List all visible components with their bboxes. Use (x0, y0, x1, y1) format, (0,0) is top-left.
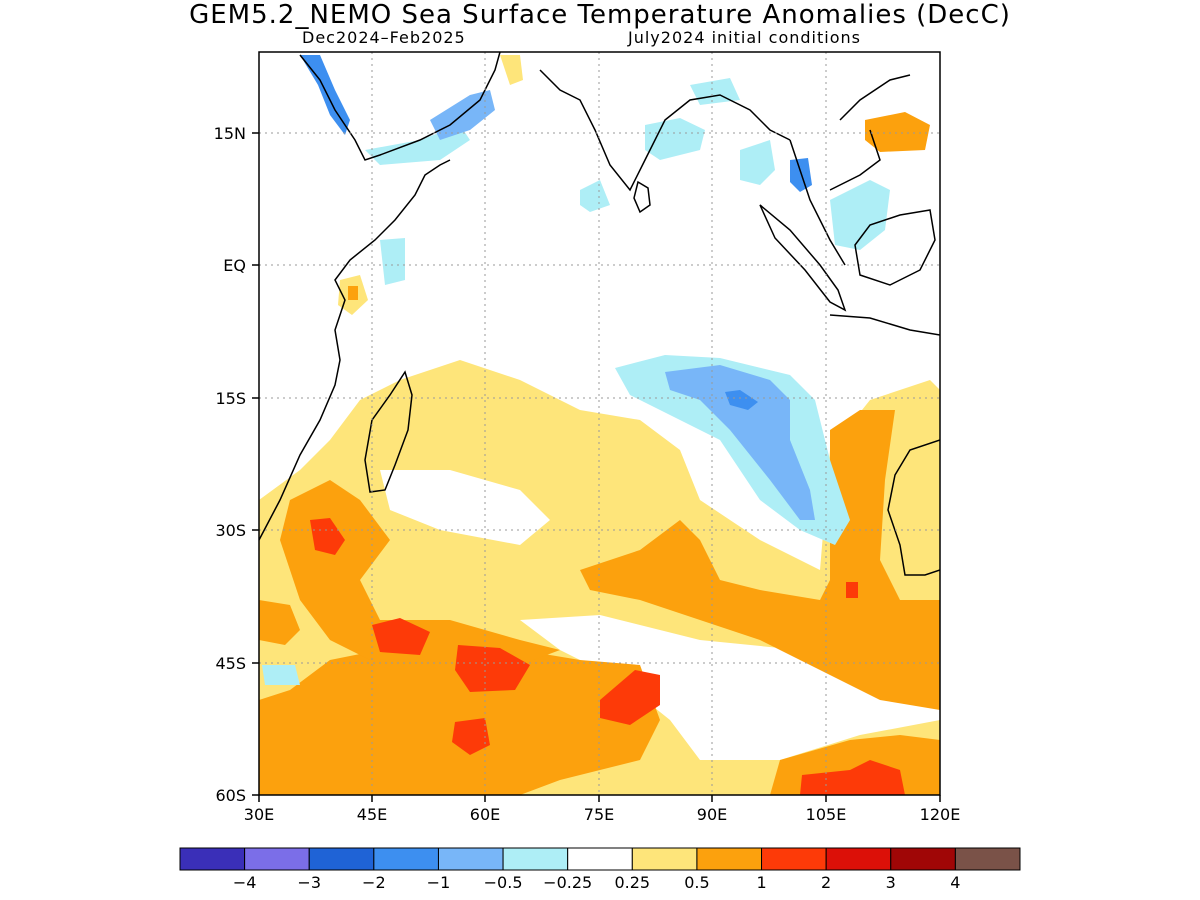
anomaly-region-warm-moderate (348, 286, 358, 300)
graticule (259, 52, 940, 795)
colorbar-swatch (890, 847, 956, 871)
lon-label-30e: 30E (244, 805, 274, 824)
lon-label-75e: 75E (584, 805, 614, 824)
coastline-madagascar (364, 370, 413, 493)
anomaly-region-warm-moderate (580, 410, 940, 710)
lat-label-60s: 60S (215, 786, 246, 805)
anomaly-region-neutral (380, 470, 550, 545)
colorbar-swatch (502, 847, 569, 871)
lat-label-15n: 15N (214, 124, 246, 143)
lon-label-60e: 60E (470, 805, 500, 824)
map-title: GEM5.2_NEMO Sea Surface Temperature Anom… (189, 0, 1011, 30)
coastline-australia (887, 439, 940, 576)
anomaly-region-warm-strong (600, 670, 660, 725)
anomaly-region-warm-moderate (259, 600, 300, 645)
anomaly-region-cool-slight (830, 180, 890, 250)
colorbar-label: −1 (427, 873, 451, 892)
colorbar-swatch (179, 847, 246, 871)
anomaly-region-neutral (520, 615, 940, 760)
anomaly-region-cool-slight (380, 238, 405, 285)
coastline-borneo-java (829, 209, 940, 336)
colorbar-label: −0.5 (484, 873, 523, 892)
anomaly-region-warm-strong (846, 582, 858, 598)
colorbar-swatch (373, 847, 439, 871)
colorbar-label: 0.25 (614, 873, 650, 892)
anomaly-region-warm-light (500, 55, 523, 85)
anomaly-region-cool-slight (262, 665, 300, 685)
colorbar-label: −0.25 (543, 873, 592, 892)
colorbar-label: 1 (756, 873, 766, 892)
colorbar-label: 2 (821, 873, 831, 892)
lat-label-15s: 15S (215, 389, 246, 408)
colorbar-swatch (437, 847, 504, 871)
colorbar: −4 −3 −2 −1 −0.5 −0.25 0.25 0.5 1 2 3 4 (179, 847, 1021, 892)
anomaly-region-cool (725, 390, 758, 410)
initial-conditions: July2024 initial conditions (628, 28, 861, 47)
anomaly-field (259, 52, 940, 795)
anomaly-region-warm-strong (310, 518, 345, 555)
colorbar-swatch (631, 847, 698, 871)
anomaly-region-warm-moderate (865, 112, 930, 152)
axis-ticks (252, 132, 941, 802)
lon-label-120e: 120E (920, 805, 961, 824)
coastline-southeast-asia (789, 74, 911, 266)
anomaly-region-warm-strong (372, 618, 430, 655)
colorbar-swatch (825, 847, 892, 871)
anomaly-region-warm-strong (800, 760, 905, 795)
lon-label-105e: 105E (806, 805, 847, 824)
lat-label-45s: 45S (215, 654, 246, 673)
anomaly-region-cool-weak (665, 365, 815, 520)
colorbar-label: −4 (233, 873, 257, 892)
anomaly-region-warm-strong (452, 718, 490, 755)
lat-label-30s: 30S (215, 521, 246, 540)
colorbar-swatch (761, 847, 827, 871)
coastline-sumatra (759, 204, 847, 312)
coastline-india (539, 69, 791, 192)
anomaly-region-warm-moderate (259, 640, 660, 795)
lat-label-eq: EQ (223, 256, 246, 275)
coastline-sri-lanka (633, 180, 651, 214)
colorbar-label: 4 (950, 873, 960, 892)
anomaly-region-warm-strong (455, 645, 530, 692)
colorbar-swatch (954, 847, 1021, 871)
colorbar-label: −2 (362, 873, 386, 892)
colorbar-swatch (696, 847, 763, 871)
colorbar-label: 3 (886, 873, 896, 892)
anomaly-region-cool-slight (580, 180, 610, 212)
anomaly-region-cool-slight (740, 140, 775, 185)
lon-label-90e: 90E (697, 805, 727, 824)
forecast-period: Dec2024–Feb2025 (302, 28, 466, 47)
colorbar-label: 0.5 (684, 873, 709, 892)
colorbar-label: −3 (297, 873, 321, 892)
colorbar-swatch (244, 847, 310, 871)
colorbar-swatch (308, 847, 375, 871)
lon-label-45e: 45E (357, 805, 387, 824)
colorbar-swatch (567, 847, 633, 871)
anomaly-region-warm-moderate (280, 480, 560, 665)
